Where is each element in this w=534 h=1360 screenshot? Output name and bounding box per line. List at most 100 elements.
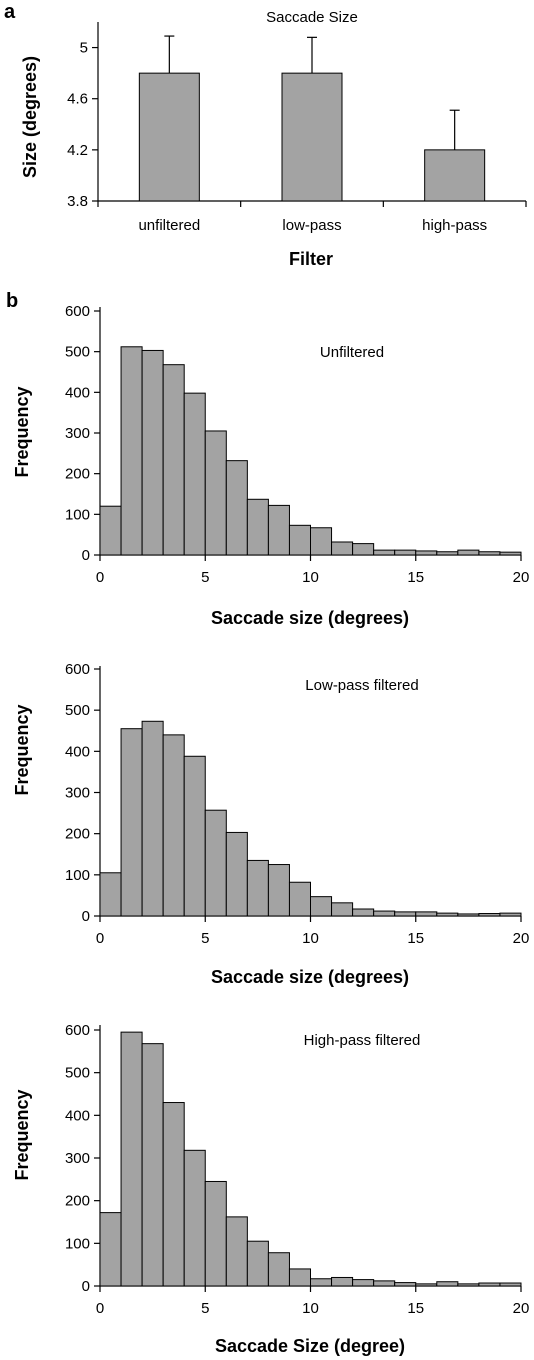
- y-tick-label: 100: [65, 1235, 90, 1252]
- histogram-bar: [162, 364, 185, 556]
- histogram-bar: [352, 1279, 375, 1287]
- histogram-bar: [331, 1276, 354, 1287]
- histogram-bar: [267, 864, 290, 917]
- x-tick-label: 20: [513, 569, 530, 586]
- histogram-bar: [499, 912, 522, 917]
- unfiltered-histogram: Unfiltered Frequency Saccade size (degre…: [12, 303, 529, 628]
- hist-1-bar-layer: [99, 346, 522, 556]
- x-tick-label: 0: [96, 1300, 104, 1317]
- histogram-bar: [457, 549, 480, 556]
- histogram-bar: [310, 527, 333, 556]
- panel-a-label: a: [4, 1, 16, 23]
- histogram-bar: [141, 349, 164, 556]
- x-tick-label: 10: [302, 1300, 319, 1317]
- histogram-bar: [99, 872, 122, 917]
- histogram-bar: [183, 392, 206, 556]
- histogram-bar: [373, 910, 396, 917]
- hist-1-x-axis-label: Saccade size (degrees): [211, 608, 409, 628]
- y-tick-label: 600: [65, 1022, 90, 1039]
- histogram-bar: [373, 549, 396, 556]
- histogram-bar: [99, 1212, 122, 1287]
- histogram-bar: [310, 1278, 333, 1287]
- histogram-bar: [310, 896, 333, 917]
- y-tick-label: 300: [65, 1150, 90, 1167]
- y-tick-label: 300: [65, 785, 90, 802]
- histogram-bar: [204, 809, 227, 917]
- histogram-bar: [246, 1240, 269, 1287]
- hist-2-title: Low-pass filtered: [305, 677, 418, 694]
- histogram-bar: [288, 881, 312, 917]
- histogram-bar: [394, 549, 417, 556]
- histogram-bar: [162, 1102, 185, 1287]
- x-tick-label: 15: [407, 930, 424, 947]
- hist-3-x-axis-label: Saccade Size (degree): [215, 1336, 405, 1356]
- x-tick-label: 15: [407, 569, 424, 586]
- y-tick-label: 0: [82, 908, 90, 925]
- y-tick-label: 500: [65, 702, 90, 719]
- histogram-bar: [267, 504, 290, 556]
- histogram-bar: [352, 908, 375, 917]
- hist-2-tick-layer: 0 100 200 300 400 500 600 0 5 10 15 20: [65, 661, 529, 947]
- histogram-bar: [141, 1043, 164, 1287]
- histogram-bar: [141, 720, 164, 917]
- hist-3-title: High-pass filtered: [304, 1032, 421, 1049]
- y-tick-label: 300: [65, 425, 90, 442]
- y-tick-label: 400: [65, 384, 90, 401]
- histogram-bar: [183, 1149, 206, 1287]
- histogram-bar: [246, 859, 269, 917]
- hist-3-y-axis-label: Frequency: [12, 1089, 32, 1180]
- histogram-bar: [457, 1283, 480, 1287]
- x-tick-label: high-pass: [422, 217, 487, 234]
- histogram-bar: [478, 1282, 501, 1287]
- hist-2-y-axis-label: Frequency: [12, 704, 32, 795]
- saccade-size-bar-chart: Saccade Size Size (degrees) Filter 3.8 4.…: [20, 9, 527, 269]
- histogram-bar: [120, 1031, 143, 1287]
- histogram-bar: [225, 460, 248, 556]
- histogram-bar: [204, 1180, 227, 1287]
- histogram-bar: [436, 1281, 459, 1287]
- chart-a-x-axis-label: Filter: [289, 249, 333, 269]
- y-tick-label: 600: [65, 661, 90, 678]
- histogram-bar: [246, 498, 269, 556]
- histogram-bar: [499, 551, 522, 556]
- histogram-bar: [373, 1280, 396, 1287]
- x-tick-label: low-pass: [282, 217, 341, 234]
- histogram-bar: [120, 346, 143, 556]
- histogram-bar: [394, 1282, 417, 1287]
- x-tick-label: 5: [201, 569, 209, 586]
- y-tick-label: 100: [65, 867, 90, 884]
- histogram-bar: [99, 505, 122, 556]
- y-tick-label: 4.2: [67, 142, 88, 159]
- y-tick-label: 500: [65, 1065, 90, 1082]
- histogram-bar: [415, 911, 438, 917]
- y-tick-label: 400: [65, 743, 90, 760]
- histogram-bar: [331, 541, 354, 556]
- histogram-bar: [225, 1216, 248, 1287]
- chart-a-tick-layer: 3.8 4.2 4.6 5 unfiltered low-pass high-pass: [67, 40, 527, 234]
- histogram-bar: [457, 913, 480, 917]
- y-tick-label: 3.8: [67, 193, 88, 210]
- histogram-bar: [394, 911, 417, 917]
- chart-a-title: Saccade Size: [266, 9, 358, 26]
- bar: [424, 149, 486, 202]
- histogram-bar: [352, 543, 375, 556]
- y-tick-label: 0: [82, 547, 90, 564]
- histogram-bar: [436, 551, 459, 556]
- low-pass-histogram: Low-pass filtered Frequency Saccade size…: [12, 661, 529, 987]
- y-tick-label: 0: [82, 1278, 90, 1295]
- y-tick-label: 200: [65, 826, 90, 843]
- x-tick-label: 5: [201, 930, 209, 947]
- histogram-bar: [162, 734, 185, 917]
- chart-a-y-axis-label: Size (degrees): [20, 56, 40, 178]
- histogram-bar: [331, 902, 354, 917]
- chart-a-bar-layer: [138, 35, 486, 202]
- high-pass-histogram: High-pass filtered Frequency Saccade Siz…: [12, 1022, 529, 1356]
- hist-3-bar-layer: [99, 1031, 522, 1287]
- histogram-bar: [499, 1282, 522, 1287]
- histogram-bar: [415, 550, 438, 556]
- x-tick-label: unfiltered: [138, 217, 200, 234]
- histogram-bar: [225, 831, 248, 917]
- histogram-bar: [478, 913, 501, 917]
- y-tick-label: 500: [65, 344, 90, 361]
- y-tick-label: 200: [65, 466, 90, 483]
